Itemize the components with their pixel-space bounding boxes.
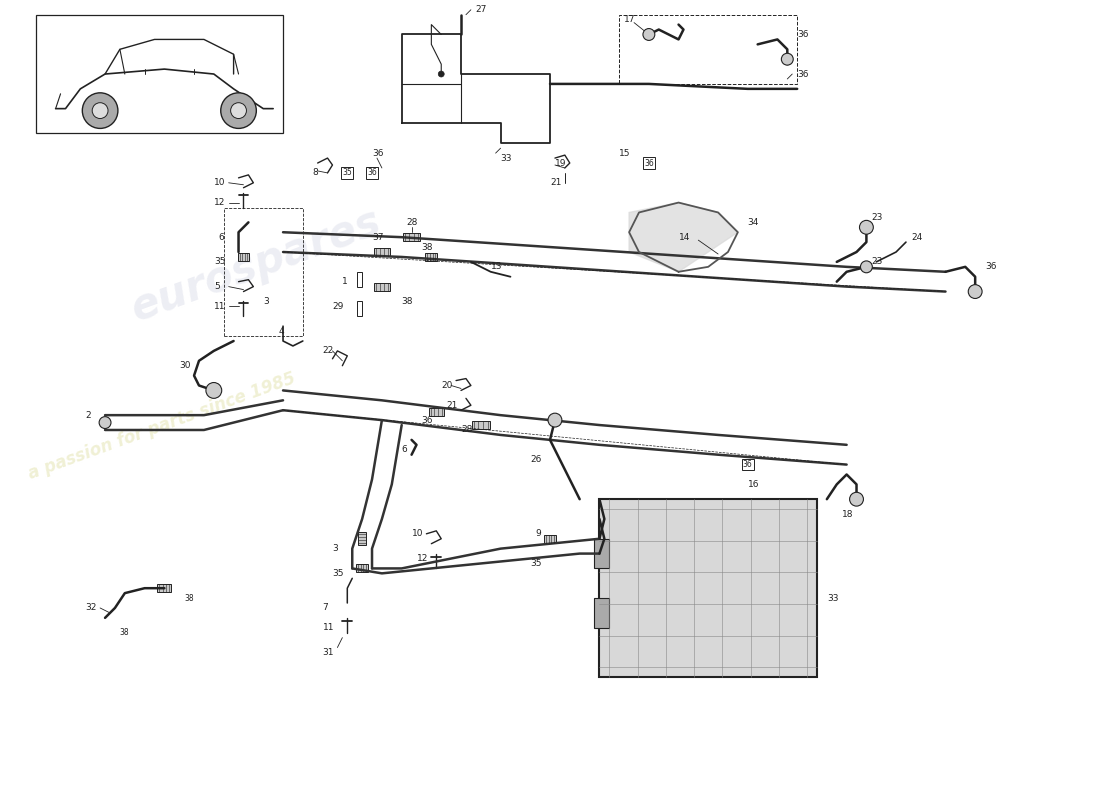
Bar xyxy=(223,207,302,336)
Text: eurospares: eurospares xyxy=(124,201,386,330)
Text: 12: 12 xyxy=(417,554,428,563)
Text: 27: 27 xyxy=(476,6,487,14)
Bar xyxy=(594,538,609,569)
Text: 33: 33 xyxy=(827,594,838,602)
Text: 36: 36 xyxy=(798,70,808,78)
Text: 7: 7 xyxy=(322,603,328,613)
Circle shape xyxy=(438,71,444,77)
Text: 4: 4 xyxy=(278,326,284,336)
Text: 17: 17 xyxy=(624,15,636,24)
Text: 22: 22 xyxy=(322,346,333,355)
Text: 21: 21 xyxy=(447,401,458,410)
Text: 14: 14 xyxy=(679,233,690,242)
Bar xyxy=(543,534,557,542)
Text: 28: 28 xyxy=(407,218,418,227)
Text: 38: 38 xyxy=(120,628,130,637)
Circle shape xyxy=(221,93,256,129)
Bar xyxy=(619,14,798,84)
Text: 35: 35 xyxy=(213,258,226,266)
Text: 21: 21 xyxy=(550,178,561,187)
Bar xyxy=(359,532,366,545)
Text: 35: 35 xyxy=(342,169,352,178)
Text: 36: 36 xyxy=(367,169,377,178)
Text: 3: 3 xyxy=(332,544,338,553)
Circle shape xyxy=(548,413,562,427)
Bar xyxy=(374,282,389,290)
Bar xyxy=(429,408,443,416)
Bar xyxy=(472,421,490,429)
Text: 31: 31 xyxy=(322,648,334,657)
Text: 36: 36 xyxy=(372,149,384,158)
Text: 10: 10 xyxy=(213,178,226,187)
Text: 24: 24 xyxy=(911,233,922,242)
Text: 36: 36 xyxy=(421,416,433,425)
Circle shape xyxy=(849,492,864,506)
Text: 20: 20 xyxy=(441,381,452,390)
Text: 19: 19 xyxy=(554,158,566,167)
Circle shape xyxy=(82,93,118,129)
Text: a passion for parts since 1985: a passion for parts since 1985 xyxy=(26,370,298,483)
Text: 6: 6 xyxy=(402,446,407,454)
Text: 35: 35 xyxy=(530,559,541,568)
Circle shape xyxy=(859,220,873,234)
Text: 29: 29 xyxy=(332,302,344,311)
Text: 2: 2 xyxy=(86,410,91,420)
Text: 36: 36 xyxy=(742,460,752,469)
Bar xyxy=(358,302,362,316)
Text: 13: 13 xyxy=(491,262,503,271)
Text: 11: 11 xyxy=(322,623,334,632)
Text: 30: 30 xyxy=(179,362,190,370)
Text: 28: 28 xyxy=(461,426,472,434)
Circle shape xyxy=(92,102,108,118)
Text: 33: 33 xyxy=(500,154,513,162)
Text: 32: 32 xyxy=(86,603,97,613)
Text: 15: 15 xyxy=(619,149,630,158)
Circle shape xyxy=(860,261,872,273)
Circle shape xyxy=(781,54,793,65)
Text: 26: 26 xyxy=(530,455,541,464)
Circle shape xyxy=(968,285,982,298)
Text: 36: 36 xyxy=(644,158,653,167)
Bar xyxy=(600,499,817,677)
Text: 16: 16 xyxy=(748,480,759,489)
Circle shape xyxy=(642,29,654,41)
Text: 9: 9 xyxy=(536,530,541,538)
Text: 38: 38 xyxy=(184,594,194,602)
Text: 35: 35 xyxy=(332,569,344,578)
Bar xyxy=(238,253,250,261)
Text: 5: 5 xyxy=(213,282,220,291)
Text: 8: 8 xyxy=(312,169,318,178)
Text: 1: 1 xyxy=(342,277,348,286)
Bar xyxy=(356,565,369,572)
Circle shape xyxy=(231,102,246,118)
Text: 36: 36 xyxy=(798,30,808,39)
Circle shape xyxy=(99,417,111,429)
Text: 38: 38 xyxy=(402,297,414,306)
Bar xyxy=(594,598,609,628)
Bar xyxy=(374,248,389,256)
Text: 38: 38 xyxy=(421,242,433,251)
Text: 3: 3 xyxy=(263,297,270,306)
Text: 18: 18 xyxy=(842,510,854,518)
Text: 36: 36 xyxy=(986,262,997,271)
Bar xyxy=(426,253,438,261)
Text: 10: 10 xyxy=(411,530,424,538)
Text: 34: 34 xyxy=(748,218,759,227)
Text: 6: 6 xyxy=(219,233,224,242)
Bar xyxy=(36,14,283,134)
Bar xyxy=(358,272,362,286)
Text: 11: 11 xyxy=(213,302,226,311)
Text: 23: 23 xyxy=(871,213,882,222)
Text: 37: 37 xyxy=(372,233,384,242)
Bar xyxy=(157,584,172,592)
Circle shape xyxy=(206,382,222,398)
Text: 23: 23 xyxy=(871,258,882,266)
Bar xyxy=(403,234,420,241)
Text: 12: 12 xyxy=(213,198,226,207)
Polygon shape xyxy=(629,202,738,272)
